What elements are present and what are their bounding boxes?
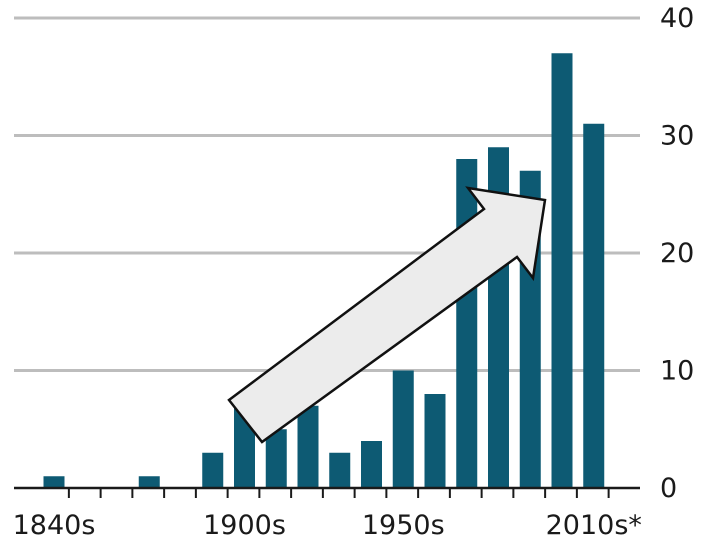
y-tick-label: 30 [660,121,694,152]
bar-1890s [202,452,224,488]
y-tick-label: 20 [660,238,694,269]
bar-1960s [424,394,446,488]
bar-2000s [551,53,573,488]
x-axis-labels: 1840s 1900s 1950s 2010s* [13,510,642,541]
x-axis [14,486,640,498]
y-axis-labels: 0 10 20 30 40 [660,3,694,504]
y-tick-label: 40 [660,3,694,34]
trend-arrow-icon [227,186,547,444]
bar-1930s [329,452,351,488]
x-tick-label: 1840s [13,510,96,541]
bar-1910s [265,429,287,488]
bars [43,53,605,488]
bar-1950s [392,370,414,488]
bar-1940s [361,441,382,488]
x-tick-label: 1950s [362,510,445,541]
bar-1970s [456,159,478,488]
y-tick-label: 0 [660,473,677,504]
x-tick-label: 2010s* [546,510,642,541]
gridlines [14,16,640,372]
x-tick-label: 1900s [203,510,286,541]
y-tick-label: 10 [660,356,694,387]
bar-1920s [297,405,319,488]
bar-2010s* [583,123,605,488]
bar-1840s [43,476,65,488]
bar-1870s [138,476,160,488]
